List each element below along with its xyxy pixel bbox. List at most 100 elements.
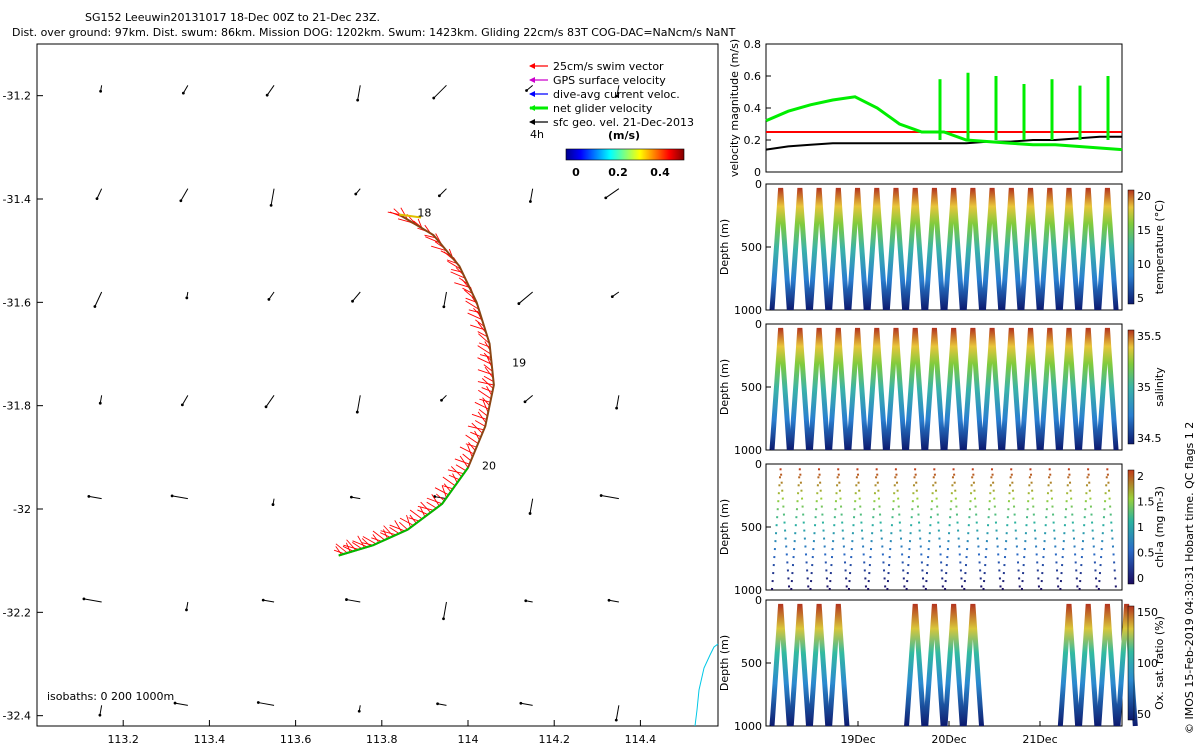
surface-vector-head [604, 196, 608, 200]
swim-vector [471, 413, 487, 420]
surface-vector-head [351, 299, 354, 303]
legend-arrowhead [529, 119, 535, 125]
swim-vector [389, 527, 400, 534]
profile-dive-trace [1077, 327, 1100, 451]
surface-vector-arrow [529, 188, 534, 202]
surface-vector-head [614, 718, 618, 722]
colorbar-tick-label: 50 [1137, 708, 1151, 721]
profile-ytick-label: 1000 [734, 720, 762, 733]
surface-vector-arrow [616, 395, 620, 409]
profile-dive-trace [867, 467, 887, 591]
surface-vector-head [261, 598, 265, 602]
profile-axes-box [765, 463, 1123, 591]
profile-dive-trace [827, 603, 850, 727]
swim-vector [470, 431, 482, 438]
profile-dive-trace [1001, 467, 1021, 591]
map-xtick-label: 113.6 [280, 733, 312, 746]
profile-ytick-label: 0 [755, 594, 762, 607]
surface-vector-arrow [443, 291, 447, 307]
profile-colorbar-title: salinity [1153, 367, 1166, 407]
surface-vector-arrow [263, 599, 275, 603]
swim-vector [471, 422, 483, 434]
velocity-panel: 0 0.2 0.4 0.6 0.8 velocity magnitude (m/s) [728, 38, 1123, 179]
colorbar-tick-label: 0.5 [1137, 547, 1155, 560]
surface-vector-head [179, 199, 183, 203]
swim-vector [431, 493, 440, 507]
colorbar-tick-label: 35 [1137, 381, 1151, 394]
swim-vector [409, 509, 423, 520]
vector-scale-label: 4h [530, 128, 544, 141]
profile-dive-trace [846, 327, 869, 451]
surface-vector-head [607, 598, 611, 602]
colorbar-tick-2: 0.4 [650, 166, 670, 179]
surface-vector-head [170, 494, 174, 498]
surface-vector-head [95, 197, 99, 201]
day-label: 19 [512, 356, 526, 369]
velocity-ytick-label: 0.4 [744, 102, 762, 115]
swim-vector [443, 483, 452, 493]
profile-colorbar-title: temperature (°C) [1153, 200, 1166, 294]
map-xtick-label: 113.2 [107, 733, 139, 746]
profile-dive-trace [847, 467, 868, 591]
surface-vector-arrow [94, 291, 103, 307]
velocity-series-line [765, 135, 1122, 151]
profile-colorbar [1127, 329, 1135, 445]
speed-colorbar [565, 148, 685, 161]
profile-colorbar-title: chl-a (mg m-3) [1153, 486, 1166, 568]
profile-dive-trace [1097, 467, 1118, 591]
profile-ytick-label: 500 [741, 521, 762, 534]
surface-vector-head [357, 709, 361, 713]
swim-vector [346, 539, 357, 551]
surface-vector-arrow [518, 291, 533, 304]
colorbar-tick-label: 100 [1137, 657, 1158, 670]
map-ytick-label: -31.6 [3, 296, 31, 309]
profile-dive-trace [809, 467, 829, 591]
swim-vector [465, 300, 480, 310]
surface-vector-arrow [346, 599, 361, 603]
profile-dive-trace [1057, 603, 1081, 727]
profile-dive-trace [961, 327, 985, 451]
isobath-label: isobaths: 0 200 1000m [47, 690, 174, 703]
day-label: 20 [482, 460, 496, 473]
swim-vector [424, 234, 436, 239]
day-labels: 18 19 20 [417, 207, 526, 473]
surface-vector-arrow [174, 702, 188, 706]
colorbar-tick-0: 0 [572, 166, 580, 179]
surface-vector-arrow [265, 395, 275, 408]
swim-vector [372, 530, 385, 541]
swim-vector [481, 387, 493, 393]
profile-dive-trace [1000, 187, 1023, 311]
swim-vector [343, 544, 359, 550]
legend-arrowhead [529, 91, 535, 97]
profile-colorbar [1127, 469, 1135, 585]
swim-vector [361, 538, 371, 547]
surface-vector-arrow [608, 599, 619, 603]
legend-arrowhead [529, 63, 535, 69]
profile-dive-trace [769, 327, 792, 451]
swim-vector [450, 466, 462, 478]
swim-vector [452, 473, 458, 483]
surface-vector-arrow [520, 702, 533, 706]
profile-dive-trace [846, 187, 869, 311]
colorbar-tick-label: 5 [1137, 292, 1144, 305]
surface-vector-head [436, 702, 439, 706]
map-x-ticks: 113.2 113.4 113.6 113.8 114 114.2 114.4 [107, 720, 656, 746]
surface-vector-head [440, 398, 443, 402]
surface-vector-arrow [270, 188, 275, 206]
profile-ylabel: Depth (m) [718, 219, 731, 275]
swim-vector [398, 521, 408, 531]
profile-dive-trace [923, 603, 946, 727]
swim-vector [484, 366, 494, 379]
surface-vector-head [356, 98, 360, 102]
time-xtick-label: 19Dec [840, 733, 875, 746]
profile-dive-trace [884, 327, 908, 451]
swim-vector [479, 354, 492, 358]
legend-item: GPS surface velocity [529, 74, 666, 87]
surface-vector-arrow [180, 188, 189, 202]
surface-vector-arrow [524, 394, 533, 403]
swim-vector [345, 542, 351, 553]
velocity-y-ticks: 0 0.2 0.4 0.6 0.8 [744, 38, 771, 179]
time-xtick-label: 21Dec [1022, 733, 1057, 746]
surface-vector-arrow [268, 291, 275, 300]
